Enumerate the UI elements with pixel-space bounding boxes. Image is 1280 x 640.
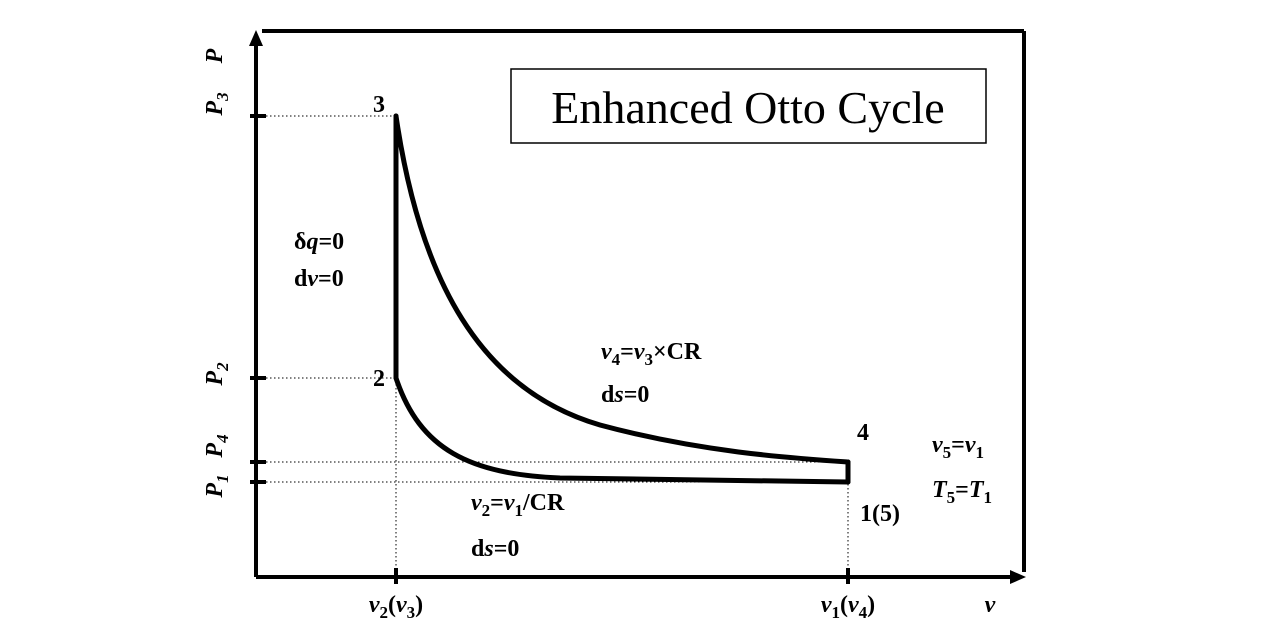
- expansion-relation: v4=v3×CR: [601, 339, 702, 369]
- tick-label-p2: P2: [202, 362, 232, 387]
- state5-temperature: T5=T1: [932, 477, 992, 507]
- tick-label-p3: P3: [202, 92, 232, 117]
- compression-relation: v2=v1/CR: [471, 490, 565, 520]
- title-frame: [510, 68, 987, 144]
- compression-isentropic: ds=0: [471, 536, 519, 562]
- title-box: Enhanced Otto Cycle: [510, 68, 987, 144]
- axes: [249, 29, 1026, 584]
- process-1-2-compression: [393, 375, 851, 485]
- x-axis-arrow: [1010, 570, 1026, 584]
- guide-lines: [258, 115, 849, 576]
- cycle: [393, 113, 851, 485]
- x-axis-label: v: [985, 592, 996, 618]
- tick-marks: [250, 114, 850, 584]
- process-3-4-expansion: [393, 113, 851, 465]
- tick-label-p4: P4: [202, 434, 232, 458]
- state-3: 3: [373, 92, 385, 118]
- state5-volume: v5=v1: [932, 432, 984, 462]
- y-axis-arrow: [249, 30, 263, 46]
- tick-label-v1: v1(v4): [821, 592, 875, 622]
- state-4: 4: [857, 420, 869, 446]
- y-axis-label: P: [202, 48, 228, 64]
- heat-add-label: δq=0: [294, 229, 344, 255]
- title: Enhanced Otto Cycle: [551, 82, 944, 133]
- const-vol-label: dv=0: [294, 266, 344, 292]
- expansion-isentropic: ds=0: [601, 382, 649, 408]
- state-1-5: 1(5): [860, 501, 900, 527]
- tick-label-p1: P1: [202, 474, 232, 498]
- state-2: 2: [373, 366, 385, 392]
- tick-label-v2: v2(v3): [369, 592, 423, 622]
